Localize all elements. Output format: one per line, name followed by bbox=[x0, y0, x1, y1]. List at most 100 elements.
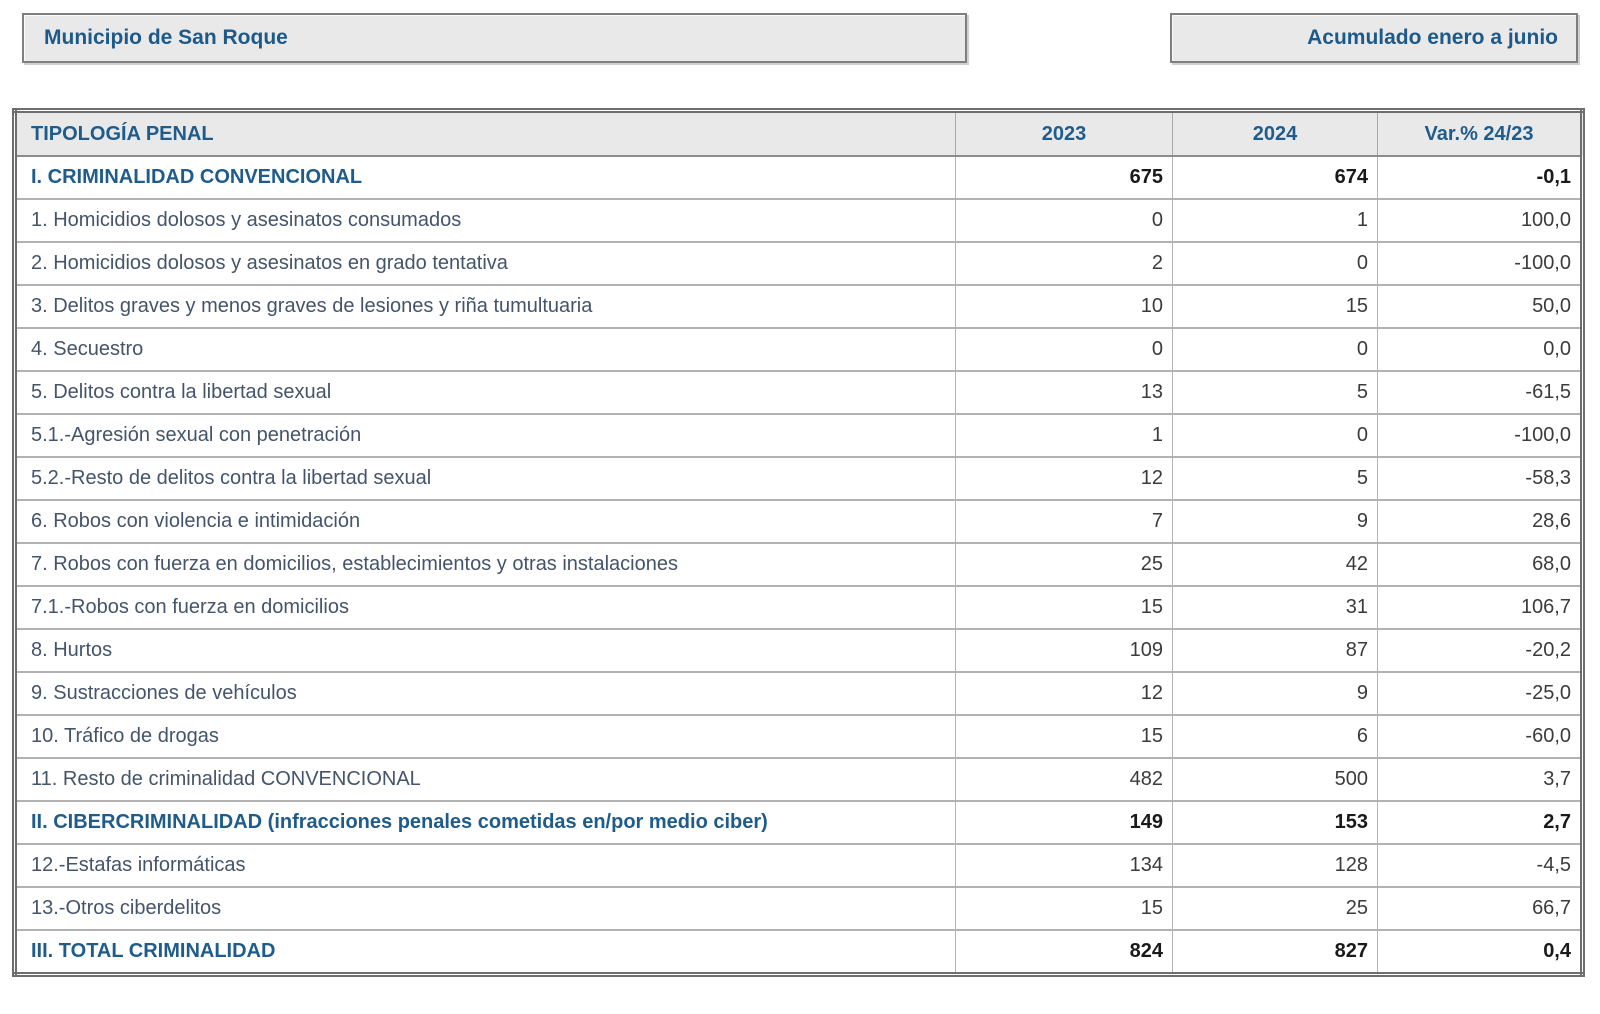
table-row: 5.1.-Agresión sexual con penetración 1 0… bbox=[14, 413, 1583, 458]
value-2023: 482 bbox=[955, 757, 1173, 802]
table-row: 3. Delitos graves y menos graves de lesi… bbox=[14, 284, 1583, 329]
table-row: 9. Sustracciones de vehículos 12 9 -25,0 bbox=[14, 671, 1583, 716]
table-row: 11. Resto de criminalidad CONVENCIONAL 4… bbox=[14, 757, 1583, 802]
value-2024: 6 bbox=[1172, 714, 1378, 759]
crime-type-label: 10. Tráfico de drogas bbox=[14, 714, 956, 759]
table-row: 6. Robos con violencia e intimidación 7 … bbox=[14, 499, 1583, 544]
value-2023: 15 bbox=[955, 886, 1173, 931]
value-variation: 100,0 bbox=[1377, 198, 1583, 243]
crime-statistics-table: TIPOLOGÍA PENAL 2023 2024 Var.% 24/23 I.… bbox=[12, 108, 1585, 977]
crime-type-label: 7.1.-Robos con fuerza en domicilios bbox=[14, 585, 956, 630]
column-header-2024: 2024 bbox=[1172, 110, 1378, 157]
value-variation: 106,7 bbox=[1377, 585, 1583, 630]
value-2023: 1 bbox=[955, 413, 1173, 458]
column-header-tipologia: TIPOLOGÍA PENAL bbox=[14, 110, 956, 157]
value-variation: 2,7 bbox=[1377, 800, 1583, 845]
crime-type-label: II. CIBERCRIMINALIDAD (infracciones pena… bbox=[14, 800, 956, 845]
value-variation: 0,4 bbox=[1377, 929, 1583, 976]
crime-type-label: 1. Homicidios dolosos y asesinatos consu… bbox=[14, 198, 956, 243]
value-2024: 15 bbox=[1172, 284, 1378, 329]
crime-type-label: 8. Hurtos bbox=[14, 628, 956, 673]
table-row: 5.2.-Resto de delitos contra la libertad… bbox=[14, 456, 1583, 501]
value-2024: 827 bbox=[1172, 929, 1378, 976]
crime-type-label: 7. Robos con fuerza en domicilios, estab… bbox=[14, 542, 956, 587]
value-2023: 13 bbox=[955, 370, 1173, 415]
value-variation: 66,7 bbox=[1377, 886, 1583, 931]
value-variation: 28,6 bbox=[1377, 499, 1583, 544]
value-2024: 25 bbox=[1172, 886, 1378, 931]
value-2024: 500 bbox=[1172, 757, 1378, 802]
value-2023: 824 bbox=[955, 929, 1173, 976]
municipality-header-box: Municipio de San Roque bbox=[22, 13, 967, 63]
value-variation: -58,3 bbox=[1377, 456, 1583, 501]
table-row: 12.-Estafas informáticas 134 128 -4,5 bbox=[14, 843, 1583, 888]
value-2024: 5 bbox=[1172, 456, 1378, 501]
value-2023: 134 bbox=[955, 843, 1173, 888]
value-2023: 149 bbox=[955, 800, 1173, 845]
value-2023: 15 bbox=[955, 714, 1173, 759]
value-2024: 9 bbox=[1172, 499, 1378, 544]
table-header: TIPOLOGÍA PENAL 2023 2024 Var.% 24/23 bbox=[14, 110, 1583, 157]
crime-type-label: 12.-Estafas informáticas bbox=[14, 843, 956, 888]
crime-type-label: 9. Sustracciones de vehículos bbox=[14, 671, 956, 716]
table-body: I. CRIMINALIDAD CONVENCIONAL 675 674 -0,… bbox=[14, 155, 1583, 976]
table-row: 1. Homicidios dolosos y asesinatos consu… bbox=[14, 198, 1583, 243]
table-row: I. CRIMINALIDAD CONVENCIONAL 675 674 -0,… bbox=[14, 155, 1583, 200]
table-row: 13.-Otros ciberdelitos 15 25 66,7 bbox=[14, 886, 1583, 931]
crime-type-label: 11. Resto de criminalidad CONVENCIONAL bbox=[14, 757, 956, 802]
value-variation: -61,5 bbox=[1377, 370, 1583, 415]
value-2023: 109 bbox=[955, 628, 1173, 673]
crime-type-label: 3. Delitos graves y menos graves de lesi… bbox=[14, 284, 956, 329]
value-2024: 0 bbox=[1172, 241, 1378, 286]
value-2023: 0 bbox=[955, 327, 1173, 372]
value-2023: 12 bbox=[955, 456, 1173, 501]
value-variation: -60,0 bbox=[1377, 714, 1583, 759]
value-2024: 128 bbox=[1172, 843, 1378, 888]
column-header-variation: Var.% 24/23 bbox=[1377, 110, 1583, 157]
value-2024: 87 bbox=[1172, 628, 1378, 673]
period-label: Acumulado enero a junio bbox=[1307, 26, 1558, 49]
table-row: 2. Homicidios dolosos y asesinatos en gr… bbox=[14, 241, 1583, 286]
crime-type-label: 5.2.-Resto de delitos contra la libertad… bbox=[14, 456, 956, 501]
value-2023: 7 bbox=[955, 499, 1173, 544]
period-header-box: Acumulado enero a junio bbox=[1170, 13, 1578, 63]
value-2023: 675 bbox=[955, 155, 1173, 200]
column-header-2023: 2023 bbox=[955, 110, 1173, 157]
value-2024: 674 bbox=[1172, 155, 1378, 200]
value-variation: -100,0 bbox=[1377, 241, 1583, 286]
crime-type-label: 2. Homicidios dolosos y asesinatos en gr… bbox=[14, 241, 956, 286]
value-2024: 1 bbox=[1172, 198, 1378, 243]
table-row: 5. Delitos contra la libertad sexual 13 … bbox=[14, 370, 1583, 415]
table-row: II. CIBERCRIMINALIDAD (infracciones pena… bbox=[14, 800, 1583, 845]
table-row: 7.1.-Robos con fuerza en domicilios 15 3… bbox=[14, 585, 1583, 630]
value-variation: 68,0 bbox=[1377, 542, 1583, 587]
value-2024: 5 bbox=[1172, 370, 1378, 415]
crime-type-label: 5.1.-Agresión sexual con penetración bbox=[14, 413, 956, 458]
table-row: 7. Robos con fuerza en domicilios, estab… bbox=[14, 542, 1583, 587]
value-variation: -20,2 bbox=[1377, 628, 1583, 673]
value-2023: 12 bbox=[955, 671, 1173, 716]
table-row: 10. Tráfico de drogas 15 6 -60,0 bbox=[14, 714, 1583, 759]
value-2024: 9 bbox=[1172, 671, 1378, 716]
crime-type-label: 5. Delitos contra la libertad sexual bbox=[14, 370, 956, 415]
value-2023: 25 bbox=[955, 542, 1173, 587]
table-row: 4. Secuestro 0 0 0,0 bbox=[14, 327, 1583, 372]
crime-type-label: 4. Secuestro bbox=[14, 327, 956, 372]
value-variation: -25,0 bbox=[1377, 671, 1583, 716]
value-2023: 2 bbox=[955, 241, 1173, 286]
value-2024: 42 bbox=[1172, 542, 1378, 587]
value-2023: 0 bbox=[955, 198, 1173, 243]
value-variation: -0,1 bbox=[1377, 155, 1583, 200]
value-variation: 3,7 bbox=[1377, 757, 1583, 802]
table-header-row: TIPOLOGÍA PENAL 2023 2024 Var.% 24/23 bbox=[14, 110, 1583, 157]
table-row: 8. Hurtos 109 87 -20,2 bbox=[14, 628, 1583, 673]
value-variation: 50,0 bbox=[1377, 284, 1583, 329]
value-2024: 0 bbox=[1172, 327, 1378, 372]
value-2023: 10 bbox=[955, 284, 1173, 329]
value-2024: 0 bbox=[1172, 413, 1378, 458]
value-variation: -4,5 bbox=[1377, 843, 1583, 888]
value-2023: 15 bbox=[955, 585, 1173, 630]
table-row: III. TOTAL CRIMINALIDAD 824 827 0,4 bbox=[14, 929, 1583, 976]
municipality-label: Municipio de San Roque bbox=[44, 26, 288, 49]
crime-type-label: I. CRIMINALIDAD CONVENCIONAL bbox=[14, 155, 956, 200]
